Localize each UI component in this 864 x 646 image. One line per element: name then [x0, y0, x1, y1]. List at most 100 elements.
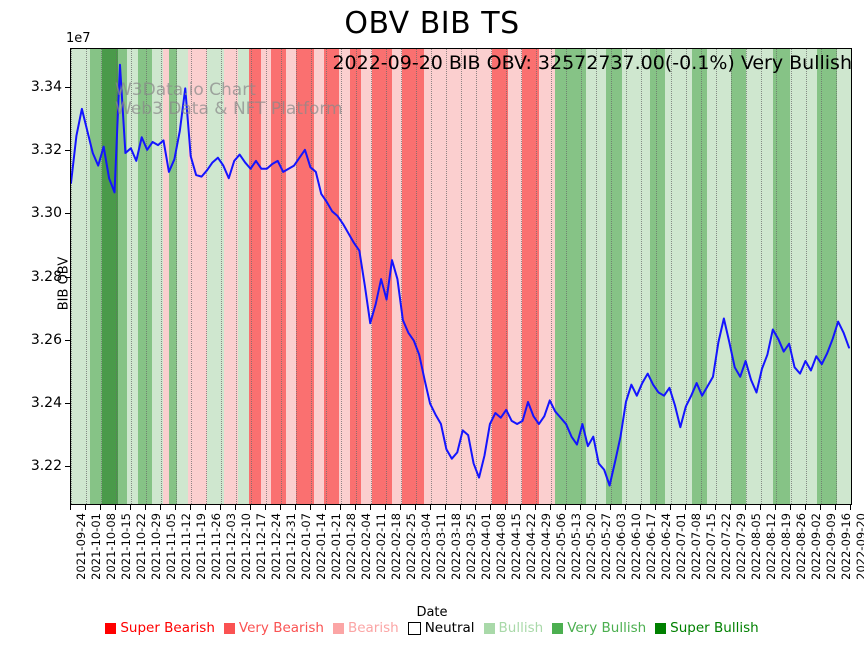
x-tick-label: 2022-02-25	[404, 513, 418, 580]
sentiment-band	[476, 49, 493, 504]
sentiment-band	[649, 49, 666, 504]
gridline	[566, 49, 567, 504]
gridline	[776, 49, 777, 504]
x-tick-mark	[820, 505, 821, 510]
sentiment-band	[169, 49, 178, 504]
x-tick-label: 2022-06-10	[629, 513, 643, 580]
x-tick-label: 2022-07-22	[719, 513, 733, 580]
gridline	[191, 49, 192, 504]
legend-label: Bullish	[498, 620, 544, 636]
legend-label: Very Bullish	[567, 620, 647, 636]
gridline	[641, 49, 642, 504]
x-tick-mark	[715, 505, 716, 510]
x-axis: 2021-09-24 2021-10-01 2021-10-08 2021-10-15…	[70, 505, 864, 600]
gridline	[431, 49, 432, 504]
x-tick-label: 2021-12-17	[254, 513, 268, 580]
x-tick-label: 2022-07-08	[689, 513, 703, 580]
x-tick-label: 2021-12-10	[239, 513, 253, 580]
legend-swatch	[483, 622, 495, 634]
x-tick-label: 2022-04-22	[524, 513, 538, 580]
sentiment-band	[492, 49, 508, 504]
x-tick-label: 2022-08-12	[764, 513, 778, 580]
legend-swatch	[655, 622, 667, 634]
x-tick-mark	[685, 505, 686, 510]
y-tick-mark	[65, 339, 70, 341]
x-tick-mark	[325, 505, 326, 510]
legend-swatch	[407, 621, 421, 635]
sentiment-band	[401, 49, 424, 504]
legend-label: Super Bearish	[120, 620, 215, 636]
current-value-annotation: 2022-09-20 BIB OBV: 32572737.00(-0.1%) V…	[332, 52, 852, 74]
x-tick-mark	[235, 505, 236, 510]
gridline	[791, 49, 792, 504]
x-tick-label: 2022-06-17	[644, 513, 658, 580]
x-tick-label: 2022-01-14	[314, 513, 328, 580]
legend-item[interactable]: Super Bullish	[655, 620, 759, 636]
x-tick-mark	[130, 505, 131, 510]
x-tick-label: 2021-10-01	[89, 513, 103, 580]
gridline	[551, 49, 552, 504]
gridline	[296, 49, 297, 504]
gridline	[581, 49, 582, 504]
y-tick-label: 3.28	[30, 268, 62, 285]
gridline	[281, 49, 282, 504]
sentiment-band	[323, 49, 340, 504]
gridline	[146, 49, 147, 504]
sentiment-band	[773, 49, 791, 504]
legend-label: Neutral	[424, 620, 475, 636]
sentiment-band	[339, 49, 351, 504]
x-tick-mark	[520, 505, 521, 510]
y-axis: 3.22 3.24 3.26 3.28 3.30 3.32 3.34	[0, 48, 70, 505]
gridline	[686, 49, 687, 504]
x-tick-mark	[430, 505, 431, 510]
x-tick-mark	[265, 505, 266, 510]
legend-item[interactable]: Bearish	[332, 620, 399, 636]
x-tick-mark	[145, 505, 146, 510]
gridline	[386, 49, 387, 504]
x-tick-mark	[850, 505, 851, 510]
gridlines	[71, 49, 851, 504]
x-tick-label: 2022-09-16	[839, 513, 853, 580]
gridline	[506, 49, 507, 504]
gridline	[671, 49, 672, 504]
gridline	[176, 49, 177, 504]
sentiment-band	[790, 49, 817, 504]
legend-item[interactable]: Very Bullish	[552, 620, 646, 636]
x-tick-label: 2022-03-04	[419, 513, 433, 580]
legend-swatch	[552, 622, 564, 634]
x-tick-label: 2022-08-05	[749, 513, 763, 580]
x-tick-mark	[370, 505, 371, 510]
x-tick-mark	[790, 505, 791, 510]
x-tick-label: 2022-02-04	[359, 513, 373, 580]
y-tick-mark	[65, 150, 70, 152]
x-tick-mark	[415, 505, 416, 510]
x-tick-mark	[115, 505, 116, 510]
x-tick-mark	[625, 505, 626, 510]
page-title: OBV BIB TS	[344, 6, 520, 41]
x-tick-mark	[460, 505, 461, 510]
x-tick-label: 2021-11-26	[209, 513, 223, 580]
sentiment-band	[314, 49, 324, 504]
legend-item[interactable]: Bullish	[483, 620, 544, 636]
x-tick-label: 2022-01-07	[299, 513, 313, 580]
legend-label: Very Bearish	[238, 620, 324, 636]
sentiment-band	[237, 49, 249, 504]
legend-item[interactable]: Super Bearish	[105, 620, 215, 636]
obv-line-series	[71, 63, 850, 487]
x-tick-mark	[280, 505, 281, 510]
x-tick-mark	[175, 505, 176, 510]
y-tick-mark	[65, 466, 70, 468]
legend-item[interactable]: Very Bearish	[223, 620, 324, 636]
sentiment-band	[372, 49, 393, 504]
x-tick-label: 2022-04-01	[479, 513, 493, 580]
sentiment-band	[730, 49, 747, 504]
y-tick-label: 3.26	[30, 331, 62, 348]
legend-item[interactable]: Neutral	[407, 620, 475, 636]
x-axis-label: Date	[416, 605, 448, 620]
x-tick-mark	[445, 505, 446, 510]
x-tick-label: 2022-04-08	[494, 513, 508, 580]
gridline	[701, 49, 702, 504]
x-tick-mark	[250, 505, 251, 510]
gridline	[371, 49, 372, 504]
